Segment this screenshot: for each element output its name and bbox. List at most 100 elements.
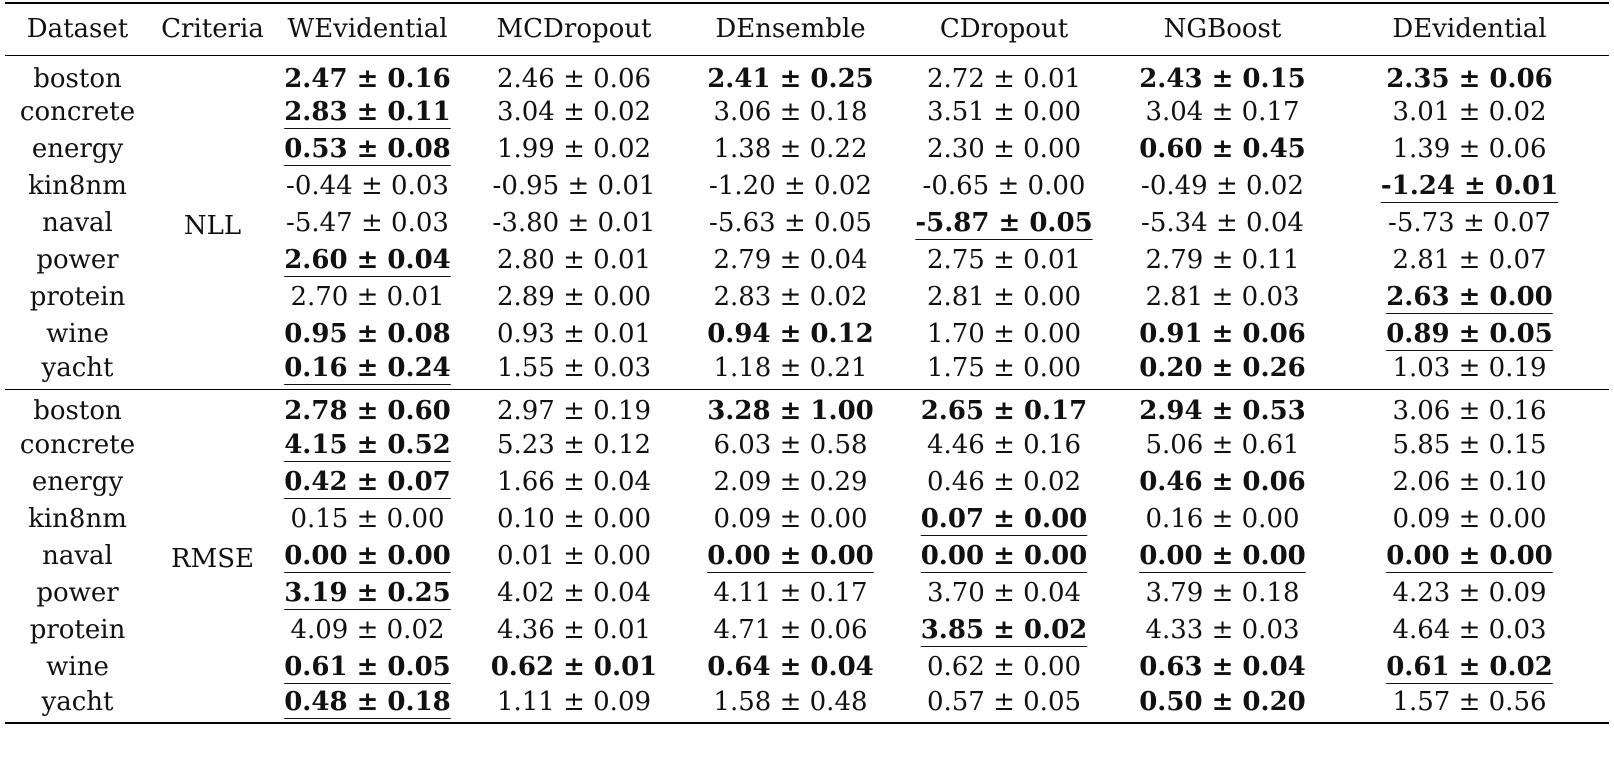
dataset-cell: protein [29, 615, 126, 645]
metric-cell: 0.62 ± 0.00 [893, 649, 1115, 686]
metric-cell: 0.16 ± 0.00 [1115, 501, 1330, 538]
metric-value: 3.79 ± 0.18 [1145, 578, 1300, 608]
metric-value: 0.07 ± 0.00 [920, 504, 1088, 534]
metric-value: 0.62 ± 0.00 [926, 652, 1082, 682]
table-row: yacht 0.16 ± 0.24 1.55 ± 0.03 1.18 ± 0.21 1.… [5, 353, 1609, 390]
metric-value: 0.89 ± 0.05 [1386, 319, 1553, 349]
header-ngboost: NGBoost [1115, 3, 1330, 56]
metric-cell: 0.09 ± 0.00 [1330, 501, 1609, 538]
metric-value: 0.60 ± 0.45 [1139, 134, 1306, 164]
metric-cell: 2.65 ± 0.17 [893, 390, 1115, 427]
metric-cell: 6.03 ± 0.58 [688, 427, 893, 464]
metric-cell: 1.70 ± 0.00 [893, 316, 1115, 353]
dataset-cell: power [36, 578, 119, 608]
metric-cell: 2.97 ± 0.19 [460, 390, 688, 427]
metric-value: -0.95 ± 0.01 [492, 171, 656, 201]
metric-cell: 4.64 ± 0.03 [1330, 612, 1609, 649]
metric-value: 4.71 ± 0.06 [713, 615, 868, 645]
metric-value: 1.03 ± 0.19 [1392, 352, 1547, 383]
metric-cell: 0.00 ± 0.00 [275, 538, 460, 575]
metric-cell: 0.07 ± 0.00 [893, 501, 1115, 538]
metric-value: 0.61 ± 0.05 [284, 652, 451, 682]
metric-cell: 4.36 ± 0.01 [460, 612, 688, 649]
metric-value: 0.53 ± 0.08 [284, 134, 451, 164]
metric-cell: 0.61 ± 0.02 [1330, 649, 1609, 686]
dataset-cell: yacht [41, 686, 114, 717]
metric-value: 2.09 ± 0.29 [713, 467, 868, 497]
dataset-cell: concrete [19, 430, 136, 460]
dataset-cell: boston [33, 63, 122, 94]
metric-cell: 2.41 ± 0.25 [688, 55, 893, 94]
metric-value: 3.01 ± 0.02 [1392, 97, 1547, 127]
metric-cell: 0.62 ± 0.01 [460, 649, 688, 686]
metric-cell: 3.19 ± 0.25 [275, 575, 460, 612]
metric-value: -5.47 ± 0.03 [286, 208, 449, 238]
metric-value: 0.09 ± 0.00 [1392, 504, 1547, 534]
metric-value: 1.70 ± 0.00 [926, 319, 1082, 349]
metric-value: 1.57 ± 0.56 [1392, 686, 1547, 717]
metric-cell: 2.75 ± 0.01 [893, 242, 1115, 279]
metric-value: -0.65 ± 0.00 [922, 171, 1086, 201]
metric-value: 0.50 ± 0.20 [1139, 686, 1306, 717]
table-row: protein 2.70 ± 0.01 2.89 ± 0.00 2.83 ± 0.02… [5, 279, 1609, 316]
metric-cell: 1.18 ± 0.21 [688, 353, 893, 390]
metric-cell: 0.95 ± 0.08 [275, 316, 460, 353]
metric-value: -5.73 ± 0.07 [1388, 208, 1551, 238]
metric-cell: 0.01 ± 0.00 [460, 538, 688, 575]
metric-cell: -5.63 ± 0.05 [688, 205, 893, 242]
metric-cell: -0.95 ± 0.01 [460, 168, 688, 205]
metric-value: 0.46 ± 0.02 [926, 467, 1082, 497]
metric-cell: 1.03 ± 0.19 [1330, 353, 1609, 390]
metric-cell: 0.63 ± 0.04 [1115, 649, 1330, 686]
metric-value: 0.00 ± 0.00 [1139, 541, 1306, 571]
metric-value: 1.38 ± 0.22 [713, 134, 868, 164]
table-row: concrete 4.15 ± 0.52 5.23 ± 0.12 6.03 ± 0.5… [5, 427, 1609, 464]
metric-cell: 3.70 ± 0.04 [893, 575, 1115, 612]
metric-cell: 1.57 ± 0.56 [1330, 686, 1609, 723]
metric-cell: 2.89 ± 0.00 [460, 279, 688, 316]
metric-value: 1.39 ± 0.06 [1392, 134, 1547, 164]
metric-value: -1.20 ± 0.02 [709, 171, 872, 201]
metric-value: 3.70 ± 0.04 [926, 578, 1082, 608]
table-header: Dataset Criteria WEvidential MCDropout D… [5, 3, 1609, 56]
metric-cell: -0.65 ± 0.00 [893, 168, 1115, 205]
metric-value: 2.70 ± 0.01 [290, 282, 445, 312]
metric-cell: 0.64 ± 0.04 [688, 649, 893, 686]
header-mcdropout: MCDropout [460, 3, 688, 56]
metric-cell: 0.10 ± 0.00 [460, 501, 688, 538]
metric-value: 2.06 ± 0.10 [1392, 467, 1547, 497]
metric-value: 4.33 ± 0.03 [1145, 615, 1300, 645]
metric-value: 1.66 ± 0.04 [496, 467, 652, 497]
metric-cell: 1.11 ± 0.09 [460, 686, 688, 723]
metric-cell: 0.48 ± 0.18 [275, 686, 460, 723]
dataset-cell: kin8nm [28, 504, 127, 534]
metric-cell: 1.58 ± 0.48 [688, 686, 893, 723]
metric-cell: 1.55 ± 0.03 [460, 353, 688, 390]
metric-cell: 2.70 ± 0.01 [275, 279, 460, 316]
metric-value: -0.49 ± 0.02 [1141, 171, 1304, 201]
metric-cell: 0.46 ± 0.06 [1115, 464, 1330, 501]
metric-cell: 3.04 ± 0.17 [1115, 94, 1330, 131]
criteria-cell: RMSE [171, 543, 254, 574]
metric-value: 0.00 ± 0.00 [284, 541, 451, 571]
table-row: power 3.19 ± 0.25 4.02 ± 0.04 4.11 ± 0.17 3.… [5, 575, 1609, 612]
metric-value: 4.15 ± 0.52 [284, 430, 451, 460]
metric-value: 0.64 ± 0.04 [707, 652, 874, 682]
metric-value: 3.06 ± 0.18 [713, 97, 868, 127]
header-wevidential: WEvidential [275, 3, 460, 56]
metric-value: 2.79 ± 0.11 [1145, 245, 1300, 275]
dataset-cell: energy [31, 467, 124, 497]
metric-value: 0.01 ± 0.00 [496, 541, 652, 571]
metric-value: 2.72 ± 0.01 [926, 63, 1082, 94]
dataset-cell: protein [29, 282, 126, 312]
metric-value: 1.99 ± 0.02 [496, 134, 652, 164]
metric-value: 0.09 ± 0.00 [713, 504, 868, 534]
metric-cell: 3.06 ± 0.16 [1330, 390, 1609, 427]
metric-cell: 1.75 ± 0.00 [893, 353, 1115, 390]
table-row: wine 0.95 ± 0.08 0.93 ± 0.01 0.94 ± 0.12 1.7… [5, 316, 1609, 353]
metric-cell: 4.02 ± 0.04 [460, 575, 688, 612]
metric-cell: 0.61 ± 0.05 [275, 649, 460, 686]
metric-cell: 1.39 ± 0.06 [1330, 131, 1609, 168]
metric-cell: 2.81 ± 0.03 [1115, 279, 1330, 316]
metric-value: 0.10 ± 0.00 [496, 504, 652, 534]
